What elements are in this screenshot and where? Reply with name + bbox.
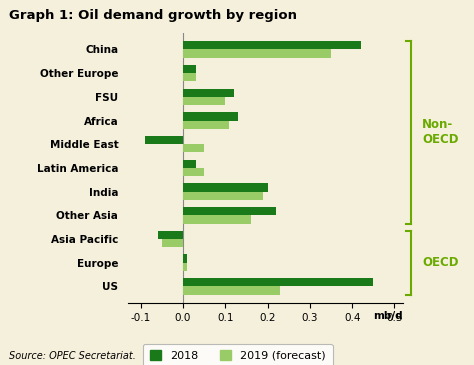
- Bar: [183, 120, 229, 129]
- Bar: [183, 207, 276, 215]
- Bar: [183, 278, 374, 287]
- Text: Source: OPEC Secretariat.: Source: OPEC Secretariat.: [9, 351, 137, 361]
- Bar: [183, 215, 251, 224]
- Bar: [183, 168, 204, 176]
- Bar: [183, 254, 187, 263]
- Text: Non-
OECD: Non- OECD: [422, 118, 459, 146]
- Bar: [183, 89, 234, 97]
- Bar: [183, 41, 361, 49]
- Text: Graph 1: Oil demand growth by region: Graph 1: Oil demand growth by region: [9, 9, 298, 22]
- Bar: [183, 183, 267, 192]
- Bar: [145, 136, 183, 144]
- Bar: [183, 160, 196, 168]
- Text: OECD: OECD: [422, 256, 459, 269]
- Bar: [183, 263, 187, 271]
- Bar: [183, 49, 331, 58]
- Bar: [183, 97, 225, 105]
- Bar: [183, 73, 196, 81]
- Bar: [183, 287, 280, 295]
- Bar: [162, 239, 183, 247]
- Text: mb/d: mb/d: [373, 311, 403, 321]
- Bar: [183, 65, 196, 73]
- Legend: 2018, 2019 (forecast): 2018, 2019 (forecast): [143, 343, 333, 365]
- Bar: [183, 144, 204, 153]
- Bar: [157, 231, 183, 239]
- Bar: [183, 192, 264, 200]
- Bar: [183, 112, 238, 120]
